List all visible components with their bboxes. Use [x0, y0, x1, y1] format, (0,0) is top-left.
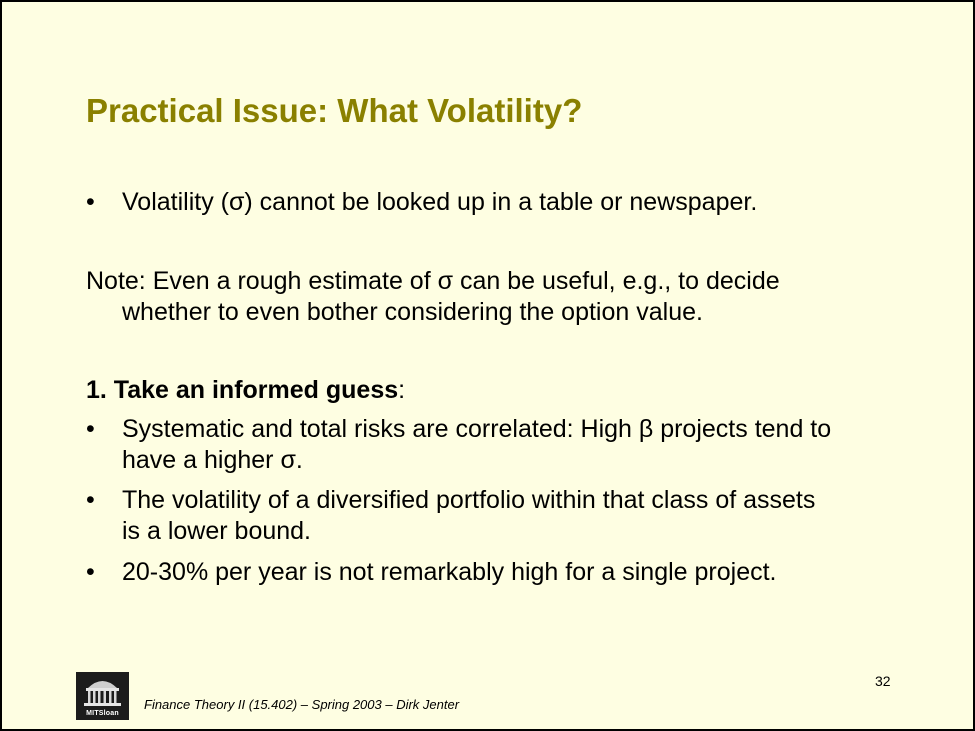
footer-course-text: Finance Theory II (15.402) – Spring 2003…	[144, 697, 460, 712]
bullet-marker: •	[86, 486, 95, 514]
bullet-item-text: The volatility of a diversified portfoli…	[122, 485, 922, 547]
bullet-marker: •	[86, 558, 95, 586]
bullet-marker: •	[86, 415, 95, 443]
section-heading-text: 1. Take an informed guess	[86, 376, 399, 404]
note-line-1: Note: Even a rough estimate of σ can be …	[86, 267, 780, 295]
bullet-item-text: Systematic and total risks are correlate…	[122, 414, 922, 476]
bullet-line-1: The volatility of a diversified portfoli…	[122, 486, 816, 514]
bullet-item-text: 20-30% per year is not remarkably high f…	[122, 557, 922, 588]
section-heading: 1. Take an informed guess:	[86, 375, 405, 406]
mit-sloan-logo: MITSloan	[76, 672, 129, 720]
section-heading-colon: :	[398, 376, 406, 404]
bullet-marker: •	[86, 188, 95, 216]
bullet-line-2: have a higher σ.	[122, 446, 303, 474]
bullet-line-2: is a lower bound.	[122, 517, 312, 545]
bullet-line-1: 20-30% per year is not remarkably high f…	[122, 558, 777, 586]
logo-label: MITSloan	[86, 710, 119, 717]
slide-title: Practical Issue: What Volatility?	[86, 92, 583, 129]
bullet-text: Volatility (σ) cannot be looked up in a …	[122, 188, 758, 216]
bullet-line-1: Systematic and total risks are correlate…	[122, 415, 832, 443]
note-line-2: whether to even bother considering the o…	[122, 298, 703, 326]
page-number: 32	[875, 673, 891, 689]
note-paragraph: Note: Even a rough estimate of σ can be …	[86, 266, 886, 328]
dome-building-icon	[84, 681, 121, 706]
